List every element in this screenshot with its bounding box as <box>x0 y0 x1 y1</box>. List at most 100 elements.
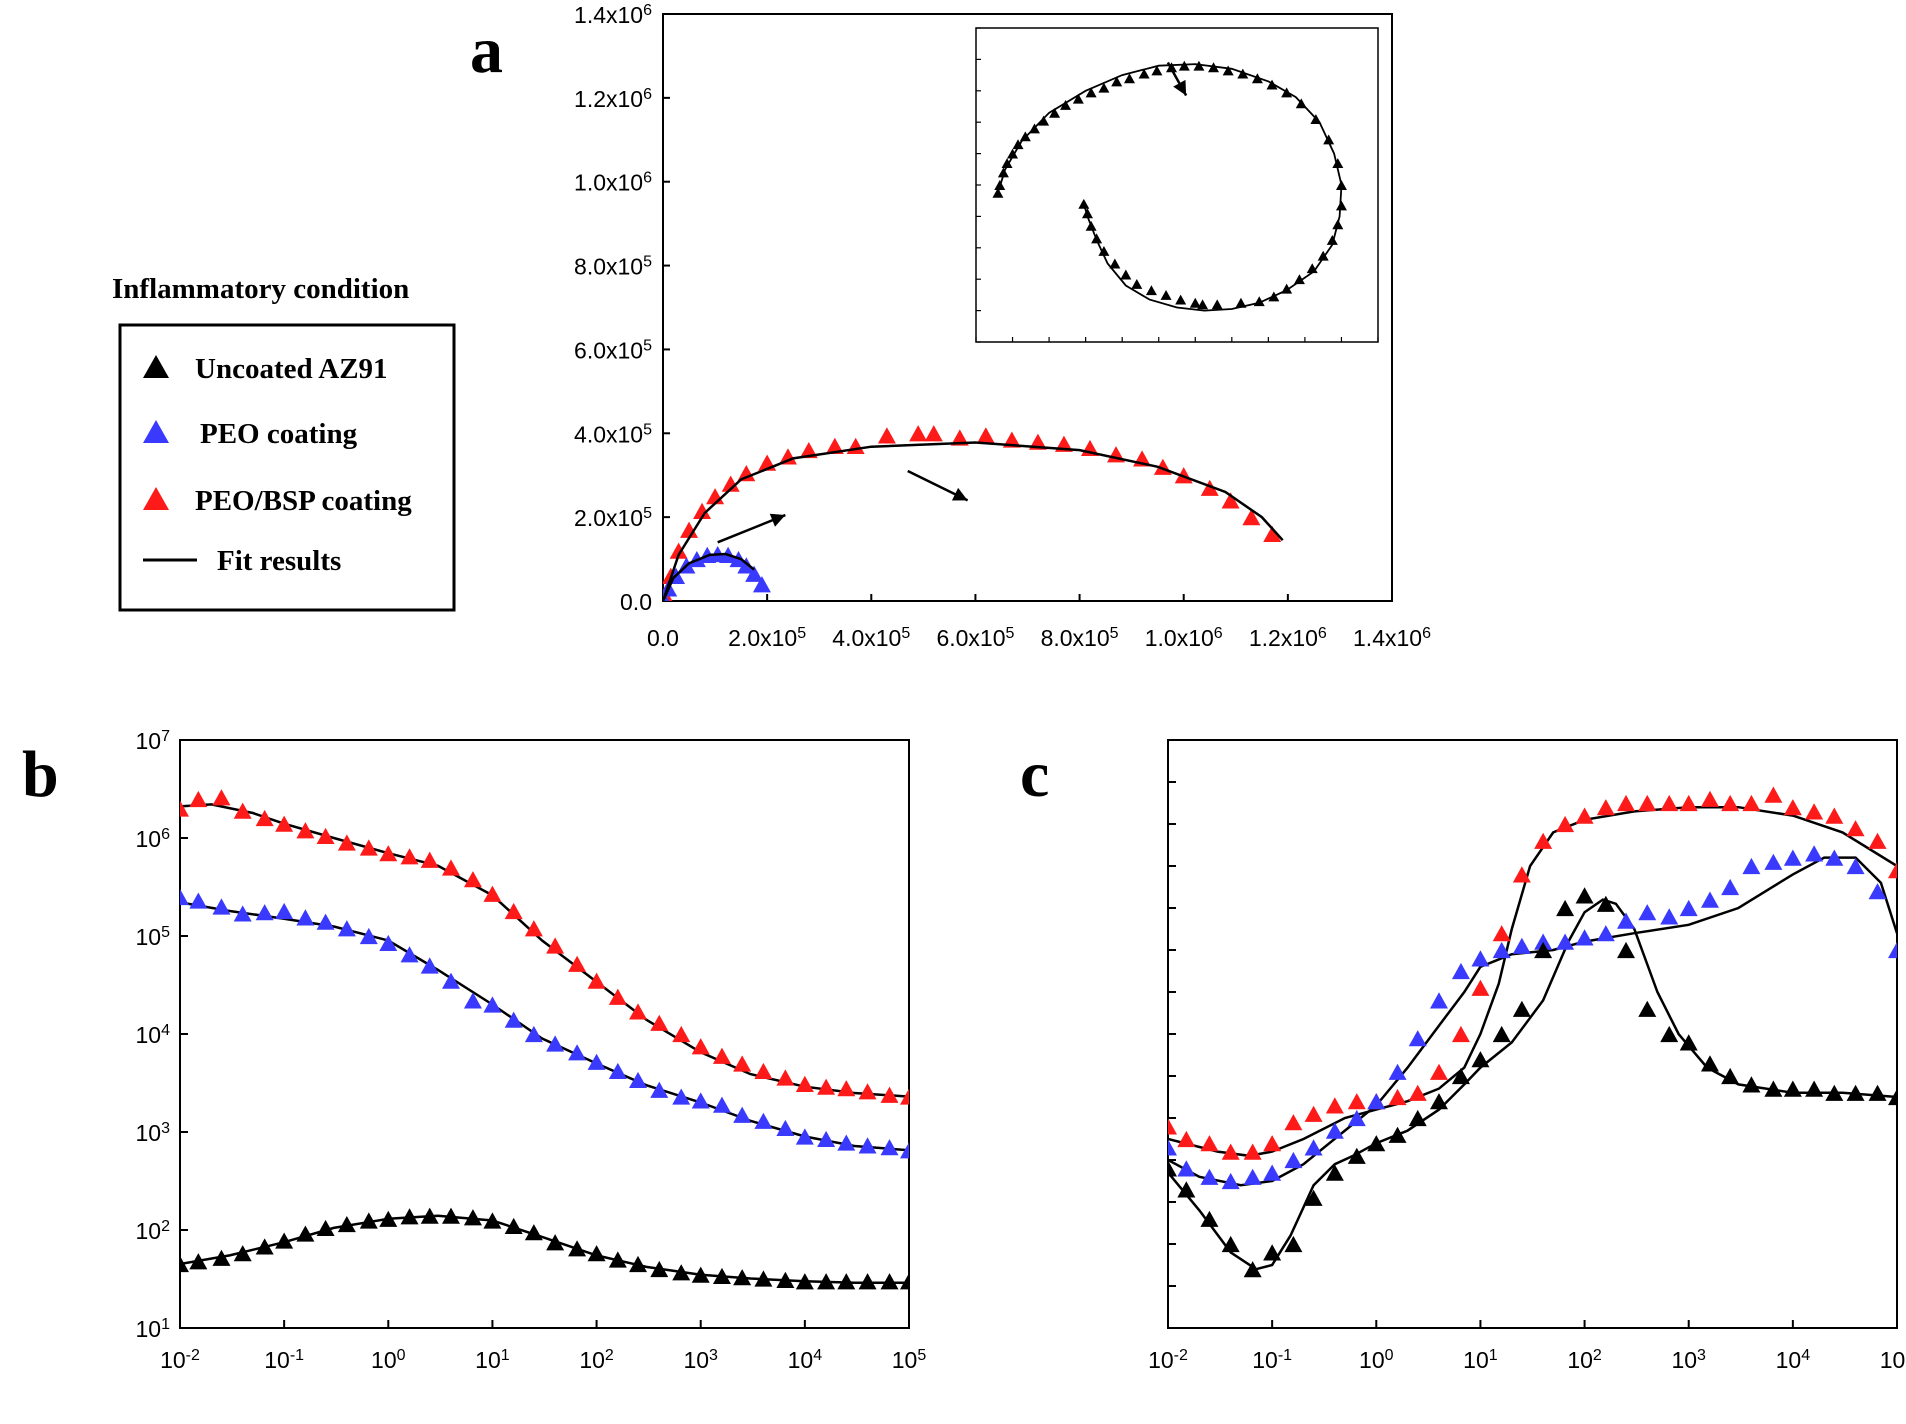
inset-data-point <box>1293 274 1305 285</box>
data-point-c-s2 <box>1408 1109 1427 1127</box>
data-point-a-s0 <box>877 427 896 444</box>
y-tick-label-a: 1.4x106 <box>574 2 652 29</box>
data-point-c-s2 <box>1575 887 1594 904</box>
data-point-b-s2 <box>180 1255 189 1273</box>
data-point-c-s0 <box>1429 1063 1448 1080</box>
data-point-b-s1 <box>817 1130 836 1148</box>
data-point-b-s1 <box>587 1053 606 1070</box>
data-point-a-s0 <box>1242 509 1261 526</box>
inset-data-point <box>1138 68 1150 79</box>
data-point-b-s2 <box>858 1273 877 1290</box>
plot-frame-a <box>662 13 1393 602</box>
x-tick-label-b-mantissa: 10 <box>579 1347 605 1373</box>
data-point-b-s0 <box>420 851 439 868</box>
data-point-c-s2 <box>1263 1244 1282 1261</box>
inset-annotation-arrow-head <box>1173 79 1187 96</box>
data-point-b-s0 <box>568 955 587 972</box>
data-point-a-s0 <box>669 542 688 559</box>
data-point-c-s0 <box>1617 794 1636 812</box>
x-tick-label-b-exponent: 5 <box>917 1347 926 1364</box>
data-point-b-s0 <box>608 988 627 1005</box>
data-point-a-s0 <box>924 425 943 442</box>
data-point-c-s2 <box>1638 1000 1657 1017</box>
chart-a: 0.0 2.0x105 4.0x105 6.0x105 8.0x105 1.0x106 1.… <box>574 2 1431 652</box>
data-point-c-s2 <box>1200 1210 1219 1227</box>
data-point-b-s1 <box>776 1119 795 1137</box>
data-point-c-s0 <box>1534 832 1553 849</box>
inset-data-point <box>1317 250 1329 261</box>
data-point-c-s1 <box>1742 857 1761 875</box>
data-point-c-s2 <box>1451 1067 1470 1085</box>
data-point-c-s2 <box>1764 1080 1783 1097</box>
data-point-c-s1 <box>1721 878 1740 896</box>
y-tick-label-a: 1.0x106 <box>574 169 652 196</box>
data-point-b-s0 <box>504 902 523 920</box>
legend-marker-peobsp <box>143 487 169 510</box>
data-point-b-s0 <box>400 848 419 865</box>
plot-area-b <box>180 789 909 1290</box>
data-point-c-s1 <box>1596 925 1615 942</box>
data-point-c-s1 <box>1783 849 1802 866</box>
data-point-b-s0 <box>441 859 460 876</box>
inset-data-point <box>1120 269 1132 280</box>
data-point-b-s1 <box>858 1137 877 1154</box>
y-tick-label-b-exponent: 5 <box>161 924 170 941</box>
data-point-b-s2 <box>880 1273 899 1290</box>
data-point-b-s0 <box>546 937 565 954</box>
data-point-c-s2 <box>1617 941 1636 959</box>
inset-frame <box>975 27 1379 343</box>
data-point-c-s2 <box>1168 1160 1177 1177</box>
data-point-b-s2 <box>296 1225 315 1242</box>
inset-data-point <box>1001 158 1013 168</box>
fit-line-c <box>1168 856 1897 1187</box>
data-point-b-s2 <box>733 1269 752 1286</box>
legend-label-peo: PEO coating <box>200 418 358 450</box>
data-point-b-s0 <box>776 1069 795 1086</box>
inset-data-point <box>1131 278 1143 289</box>
inset-chart-a <box>975 27 1379 343</box>
data-point-c-s0 <box>1846 820 1865 837</box>
data-point-b-s1 <box>463 992 482 1009</box>
data-point-b-s1 <box>900 1142 909 1159</box>
data-point-c-s1 <box>1451 962 1470 980</box>
inset-data-point <box>1012 139 1024 150</box>
data-point-b-s1 <box>629 1071 648 1089</box>
data-point-c-s0 <box>1263 1135 1282 1152</box>
data-point-c-s2 <box>1471 1051 1490 1068</box>
data-point-b-s1 <box>296 909 315 926</box>
inset-data-point <box>1007 148 1019 159</box>
data-point-c-s0 <box>1471 979 1490 996</box>
data-point-c-s2 <box>1284 1235 1303 1253</box>
data-point-c-s2 <box>1805 1080 1824 1097</box>
x-tick-label-c: 10-2 <box>1148 1347 1188 1374</box>
data-point-b-s1 <box>608 1062 627 1080</box>
data-point-b-s2 <box>776 1271 795 1288</box>
data-point-c-s0 <box>1660 794 1679 812</box>
data-point-b-s1 <box>504 1011 523 1028</box>
inset-data-point <box>1151 65 1163 76</box>
data-point-b-s1 <box>524 1025 543 1043</box>
data-point-b-s1 <box>379 934 398 952</box>
data-point-c-s2 <box>1304 1189 1323 1206</box>
x-tick-label-b-mantissa: 10 <box>264 1347 290 1373</box>
x-tick-label-a-mantissa: 8.0x10 <box>1041 625 1110 651</box>
y-tick-label-a: 2.0x105 <box>574 505 652 532</box>
x-tick-label-a-exponent: 5 <box>1006 625 1015 642</box>
inset-data-point <box>1332 158 1344 168</box>
data-point-b-s0 <box>463 871 482 888</box>
data-point-b-s2 <box>379 1210 398 1227</box>
x-tick-label-a-exponent: 5 <box>901 625 910 642</box>
y-tick-label-a-exponent: 5 <box>643 505 652 522</box>
x-tick-label-c-exponent: 0 <box>1385 1347 1394 1364</box>
legend-marker-peo <box>143 420 169 443</box>
data-point-c-s1 <box>1512 937 1531 954</box>
data-point-c-s0 <box>1783 799 1802 816</box>
y-tick-label-b: 103 <box>136 1120 171 1147</box>
data-point-b-s2 <box>712 1267 731 1285</box>
data-point-c-s2 <box>1679 1034 1698 1051</box>
data-point-b-s2 <box>463 1209 482 1226</box>
legend-item-uncoated: Uncoated AZ91 <box>143 353 388 385</box>
data-point-b-s1 <box>880 1139 899 1156</box>
x-tick-label-b: 10-1 <box>264 1347 304 1374</box>
